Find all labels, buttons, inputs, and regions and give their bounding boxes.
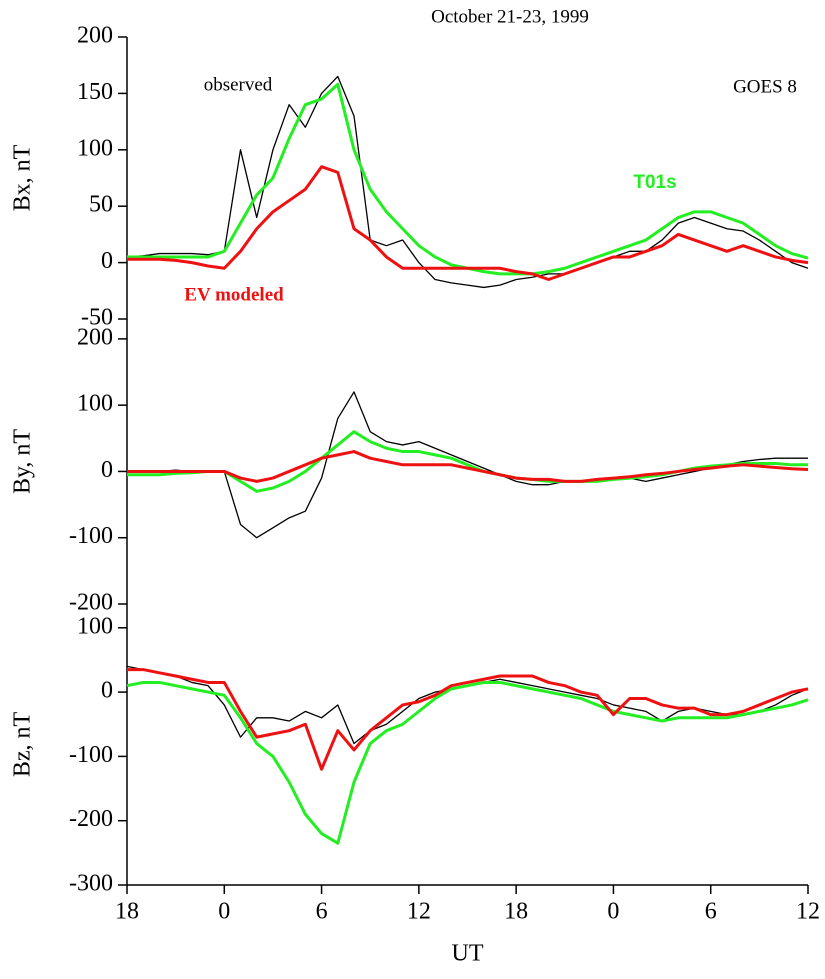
y-tick-label: -300 <box>69 871 113 897</box>
series-line <box>127 391 808 539</box>
series-line <box>127 668 809 771</box>
series-label: T01s <box>633 172 676 193</box>
series-line <box>126 665 809 745</box>
series-line <box>127 165 809 282</box>
y-tick-label: 150 <box>77 79 113 105</box>
series-line <box>126 680 809 845</box>
y-axis-label: Bx, nT <box>10 144 36 211</box>
y-tick-label: -100 <box>69 523 113 549</box>
series-line <box>127 450 809 483</box>
series-label: observed <box>204 74 273 95</box>
x-tick-label: 12 <box>796 899 820 925</box>
y-tick-label: -100 <box>69 742 113 768</box>
y-tick-label: 50 <box>89 192 113 218</box>
series-line <box>126 75 809 289</box>
x-axis-label: UT <box>452 941 484 967</box>
chart-title: October 21-23, 1999 <box>431 6 589 27</box>
y-tick-label: 200 <box>77 324 113 350</box>
y-axis-label: Bz, nT <box>10 712 36 778</box>
y-tick-label: 0 <box>101 248 113 274</box>
x-tick-label: 6 <box>705 899 717 925</box>
y-tick-label: 0 <box>101 678 113 704</box>
series-label: EV modeled <box>184 284 284 305</box>
y-tick-label: 100 <box>77 391 113 417</box>
x-tick-label: 18 <box>504 899 528 925</box>
y-tick-label: -200 <box>69 590 113 616</box>
y-tick-label: -50 <box>81 305 113 331</box>
x-tick-label: 6 <box>316 899 328 925</box>
y-axis-label: By, nT <box>10 429 36 494</box>
annotation: GOES 8 <box>733 76 797 97</box>
x-tick-label: 0 <box>607 899 619 925</box>
x-tick-label: 12 <box>407 899 431 925</box>
x-tick-label: 0 <box>218 899 230 925</box>
y-tick-label: 200 <box>77 23 113 49</box>
y-tick-label: 0 <box>101 457 113 483</box>
y-tick-label: 100 <box>77 135 113 161</box>
y-tick-label: 100 <box>77 613 113 639</box>
y-tick-label: -200 <box>69 806 113 832</box>
x-tick-label: 18 <box>115 899 139 925</box>
